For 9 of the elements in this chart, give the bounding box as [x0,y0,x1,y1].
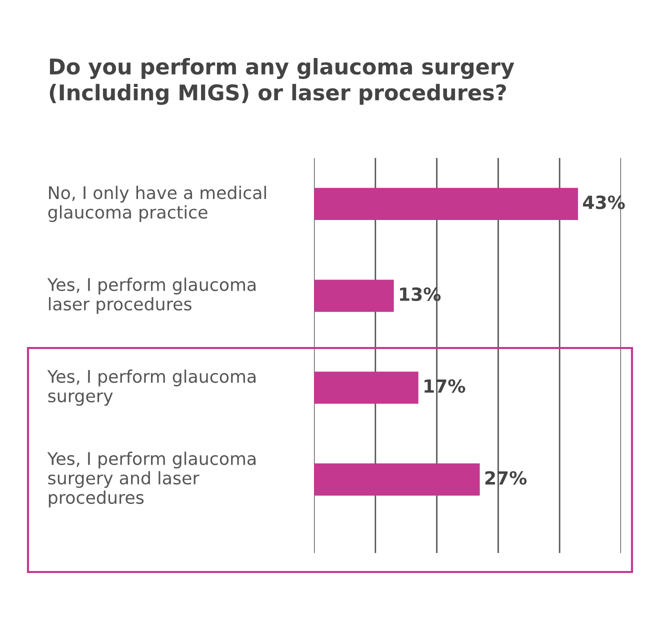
y-tick-label: No, I only have a medical glaucoma practice [48,186,266,222]
y-tick-label: Yes, I perform glaucoma laser procedures [47,278,256,314]
y-tick-label: Yes, I perform glaucoma surgery [47,370,256,406]
bar [314,463,480,496]
y-tick-label: Yes, I perform glaucoma surgery and laser procedures [47,452,256,508]
bar [314,188,578,220]
bar [314,280,394,312]
bar [314,372,418,404]
chart-title: Do you perform any glaucoma surgery (Including MIGS) or laser procedures? [50,58,514,105]
